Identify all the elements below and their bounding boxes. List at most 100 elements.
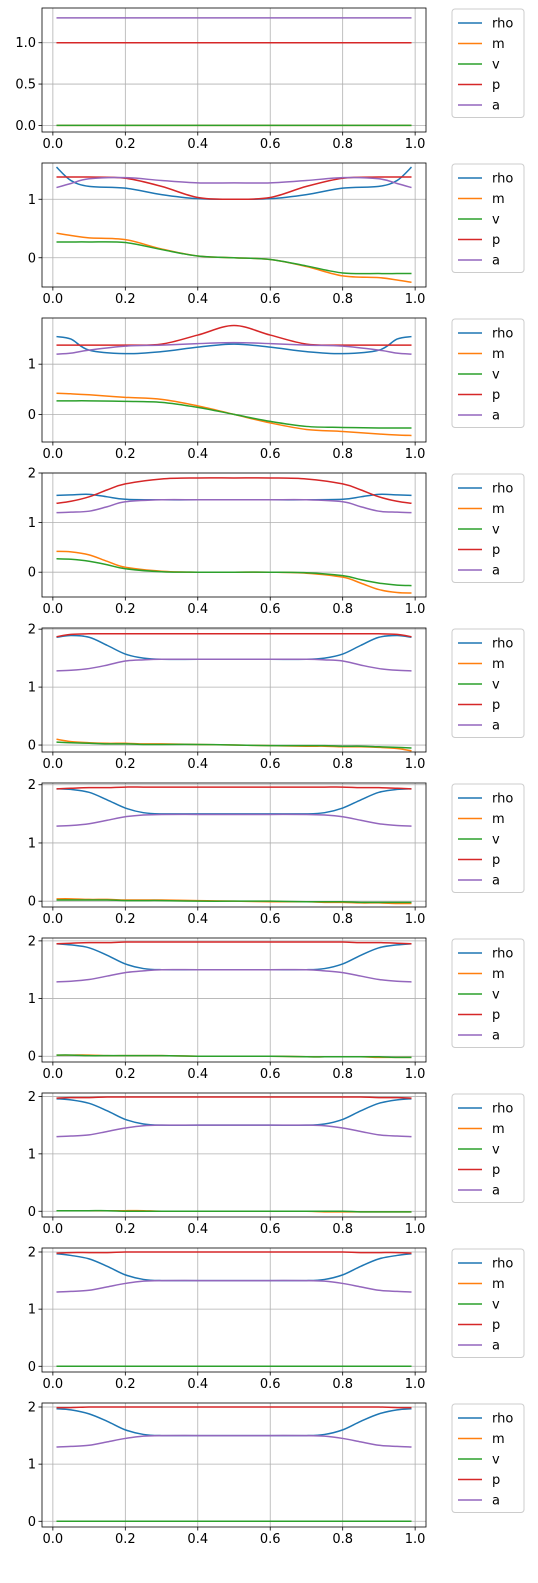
y-tick-label: 1 <box>28 836 36 851</box>
series-line-a <box>56 1279 412 1293</box>
x-tick-label: 0.4 <box>187 602 208 617</box>
legend-label-rho: rho <box>492 17 513 32</box>
x-tick-label: 0.0 <box>43 912 64 927</box>
legend-label-rho: rho <box>492 637 513 652</box>
series-line-p <box>56 477 412 505</box>
legend-label-p: p <box>492 1163 500 1178</box>
legend-box <box>451 8 525 118</box>
x-tick-label: 0.2 <box>115 1377 136 1392</box>
y-tick-label: 0.5 <box>15 78 36 93</box>
legend-label-m: m <box>492 347 505 362</box>
x-tick-label: 0.2 <box>115 1532 136 1547</box>
x-tick-label: 0.8 <box>332 1532 353 1547</box>
x-tick-label: 0.6 <box>260 447 281 462</box>
x-tick-label: 0.4 <box>187 1532 208 1547</box>
x-tick-label: 0.4 <box>187 757 208 772</box>
x-tick-label: 0.6 <box>260 602 281 617</box>
series-line-a <box>56 658 412 672</box>
legend-label-a: a <box>492 564 500 579</box>
y-tick-label: 0 <box>28 408 36 423</box>
x-tick-label: 0.8 <box>332 447 353 462</box>
y-tick-label: 1 <box>28 358 36 373</box>
y-tick-label: 2 <box>28 778 36 793</box>
y-tick-label: 0 <box>28 251 36 266</box>
legend-label-m: m <box>492 657 505 672</box>
legend-label-a: a <box>492 409 500 424</box>
y-tick-label: 1.0 <box>15 36 36 51</box>
legend-label-a: a <box>492 1494 500 1509</box>
legend-label-a: a <box>492 874 500 889</box>
legend-label-m: m <box>492 502 505 517</box>
axes-frame <box>41 1092 427 1218</box>
legend-label-v: v <box>492 988 500 1003</box>
series-line-p <box>56 1251 412 1254</box>
axes-frame <box>41 162 427 288</box>
x-tick-label: 0.6 <box>260 1222 281 1237</box>
x-tick-label: 0.0 <box>43 757 64 772</box>
legend-label-v: v <box>492 678 500 693</box>
x-tick-label: 0.2 <box>115 137 136 152</box>
x-tick-label: 0.0 <box>43 1532 64 1547</box>
x-tick-label: 0.8 <box>332 292 353 307</box>
x-tick-label: 0.4 <box>187 447 208 462</box>
axes-frame <box>41 1247 427 1373</box>
y-tick-label: 0 <box>28 1205 36 1220</box>
legend-label-rho: rho <box>492 482 513 497</box>
x-tick-label: 0.2 <box>115 757 136 772</box>
y-tick-label: 2 <box>28 467 36 482</box>
x-tick-label: 0.8 <box>332 602 353 617</box>
legend-label-p: p <box>492 233 500 248</box>
y-tick-label: 1 <box>28 992 36 1007</box>
series-line-rho <box>56 1097 412 1126</box>
y-tick-label: 1 <box>28 193 36 208</box>
x-tick-label: 0.8 <box>332 137 353 152</box>
series-line-p <box>56 176 412 201</box>
series-line-a <box>56 813 412 827</box>
legend-label-rho: rho <box>492 1412 513 1427</box>
series-line-v <box>56 1209 412 1213</box>
y-tick-label: 1 <box>28 681 36 696</box>
legend-box <box>451 318 525 428</box>
legend-label-p: p <box>492 853 500 868</box>
y-tick-label: 2 <box>28 1090 36 1105</box>
x-tick-label: 0.0 <box>43 1222 64 1237</box>
series-line-v <box>56 899 412 904</box>
legend-label-v: v <box>492 1453 500 1468</box>
legend-label-p: p <box>492 698 500 713</box>
x-tick-label: 0.2 <box>115 1067 136 1082</box>
x-tick-label: 0.0 <box>43 1067 64 1082</box>
x-tick-label: 0.6 <box>260 137 281 152</box>
axes-frame <box>41 7 427 133</box>
x-tick-label: 0.0 <box>43 602 64 617</box>
series-line-p <box>56 1406 412 1409</box>
y-tick-label: 0 <box>28 895 36 910</box>
x-tick-label: 0.8 <box>332 1067 353 1082</box>
series-line-v <box>56 1054 412 1059</box>
legend-box <box>451 938 525 1048</box>
y-tick-label: 0 <box>28 1515 36 1530</box>
x-tick-label: 1.0 <box>405 912 426 927</box>
axes-frame <box>41 937 427 1063</box>
legend-label-v: v <box>492 523 500 538</box>
legend-box <box>451 473 525 583</box>
y-tick-label: 0.0 <box>15 119 36 134</box>
series-line-p <box>56 324 412 346</box>
legend-label-rho: rho <box>492 1257 513 1272</box>
legend-label-p: p <box>492 1008 500 1023</box>
series-line-p <box>56 786 412 790</box>
legend-label-v: v <box>492 1143 500 1158</box>
legend-box <box>451 628 525 738</box>
series-line-rho <box>56 1407 412 1437</box>
y-tick-label: 2 <box>28 1246 36 1261</box>
x-tick-label: 0.2 <box>115 602 136 617</box>
x-tick-label: 1.0 <box>405 1377 426 1392</box>
